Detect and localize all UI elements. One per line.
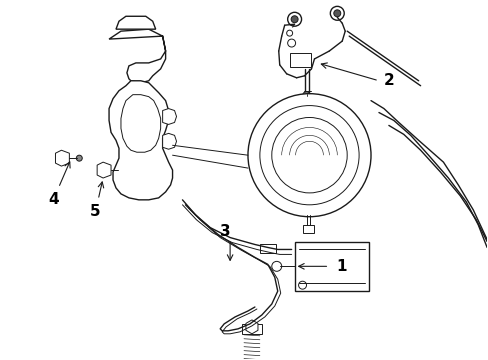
Circle shape <box>287 39 295 47</box>
Polygon shape <box>245 320 258 334</box>
Circle shape <box>333 10 340 17</box>
Circle shape <box>259 105 358 205</box>
FancyBboxPatch shape <box>259 243 275 253</box>
Circle shape <box>298 281 306 289</box>
Circle shape <box>76 155 82 161</box>
Circle shape <box>302 92 310 100</box>
Text: 1: 1 <box>336 259 346 274</box>
Polygon shape <box>97 162 111 178</box>
FancyBboxPatch shape <box>289 53 311 67</box>
Polygon shape <box>109 29 165 83</box>
Polygon shape <box>163 109 176 125</box>
Polygon shape <box>116 16 155 29</box>
Circle shape <box>330 6 344 20</box>
Circle shape <box>290 16 298 23</box>
Polygon shape <box>242 324 262 334</box>
Circle shape <box>286 30 292 36</box>
Text: 3: 3 <box>220 224 230 239</box>
FancyBboxPatch shape <box>302 225 314 233</box>
Circle shape <box>271 261 281 271</box>
Text: 5: 5 <box>90 204 100 219</box>
Text: 4: 4 <box>48 192 59 207</box>
Circle shape <box>287 12 301 26</box>
Circle shape <box>271 117 346 193</box>
Circle shape <box>247 94 370 217</box>
Text: 2: 2 <box>383 73 394 88</box>
FancyBboxPatch shape <box>294 242 368 291</box>
Polygon shape <box>109 81 172 200</box>
Polygon shape <box>163 133 176 149</box>
Polygon shape <box>55 150 69 166</box>
